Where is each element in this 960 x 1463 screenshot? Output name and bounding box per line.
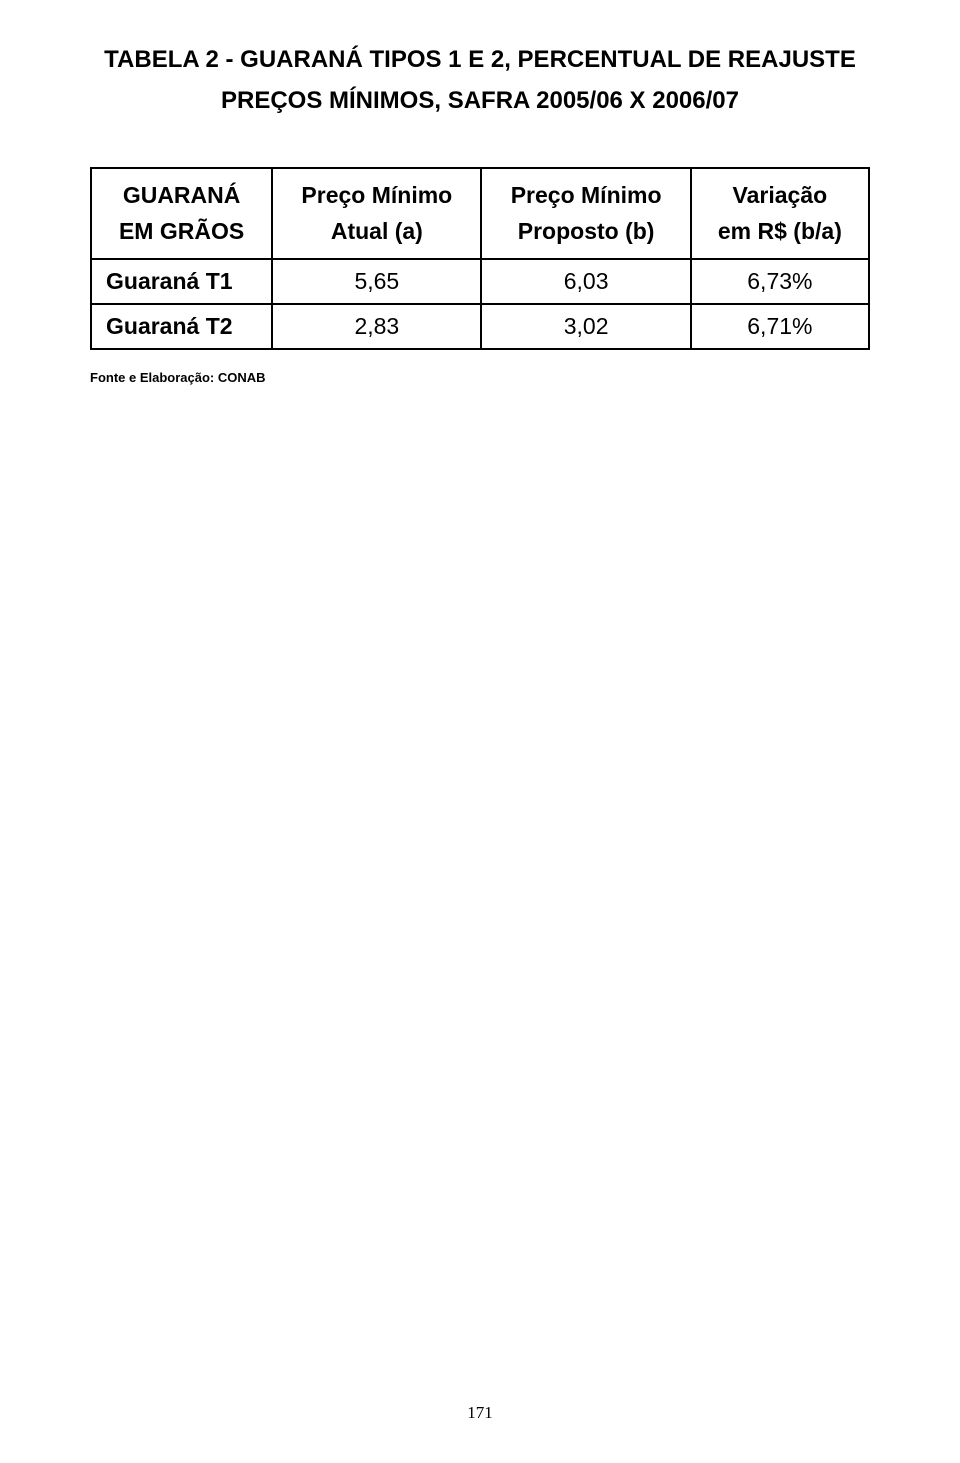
row-1-proposto: 6,03 — [481, 259, 690, 304]
table-header-row: GUARANÁ EM GRÃOS Preço Mínimo Atual (a) … — [91, 168, 869, 260]
header-col-4-bottom: em R$ (b/a) — [706, 213, 854, 250]
header-col-4: Variação em R$ (b/a) — [691, 168, 869, 260]
header-col-3: Preço Mínimo Proposto (b) — [481, 168, 690, 260]
header-col-4-top: Variação — [706, 177, 854, 214]
data-table: GUARANÁ EM GRÃOS Preço Mínimo Atual (a) … — [90, 167, 870, 351]
header-col-2-bottom: Atual (a) — [287, 213, 466, 250]
row-1-atual: 5,65 — [272, 259, 481, 304]
row-1-variacao: 6,73% — [691, 259, 869, 304]
source-text: Fonte e Elaboração: CONAB — [90, 370, 870, 385]
table-row: Guaraná T2 2,83 3,02 6,71% — [91, 304, 869, 349]
table-row: Guaraná T1 5,65 6,03 6,73% — [91, 259, 869, 304]
header-col-3-bottom: Proposto (b) — [496, 213, 675, 250]
row-1-label: Guaraná T1 — [91, 259, 272, 304]
page-number: 171 — [467, 1403, 493, 1423]
row-2-atual: 2,83 — [272, 304, 481, 349]
row-2-label: Guaraná T2 — [91, 304, 272, 349]
header-col-1-top: GUARANÁ — [106, 177, 257, 214]
header-col-3-top: Preço Mínimo — [496, 177, 675, 214]
header-col-1-bottom: EM GRÃOS — [106, 213, 257, 250]
header-col-2: Preço Mínimo Atual (a) — [272, 168, 481, 260]
row-2-proposto: 3,02 — [481, 304, 690, 349]
header-col-1: GUARANÁ EM GRÃOS — [91, 168, 272, 260]
title-line-1: TABELA 2 - GUARANÁ TIPOS 1 E 2, PERCENTU… — [90, 40, 870, 81]
title-line-2: PREÇOS MÍNIMOS, SAFRA 2005/06 X 2006/07 — [90, 81, 870, 122]
row-2-variacao: 6,71% — [691, 304, 869, 349]
header-col-2-top: Preço Mínimo — [287, 177, 466, 214]
title-block: TABELA 2 - GUARANÁ TIPOS 1 E 2, PERCENTU… — [90, 40, 870, 122]
